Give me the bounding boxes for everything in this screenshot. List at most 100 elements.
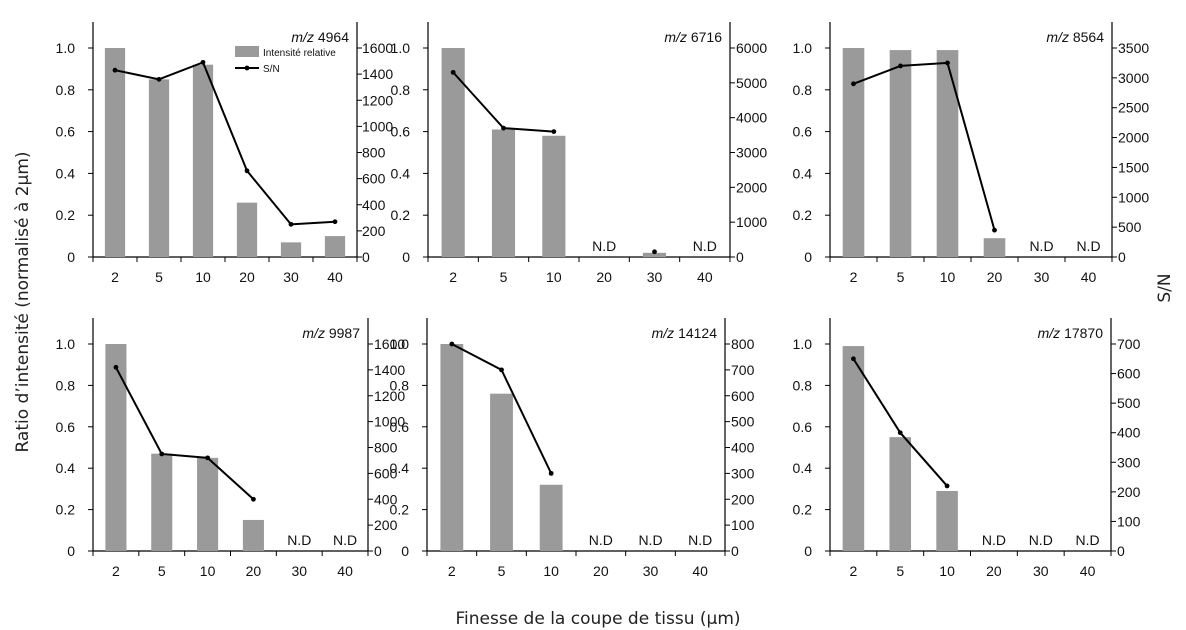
y-tick-label-right: 1000 [736,214,767,230]
y-tick-label-left: 0.2 [56,207,76,223]
sn-point [449,341,455,347]
x-tick-label: 2 [449,269,457,285]
sn-point [205,455,210,461]
x-tick-label: 30 [283,269,299,285]
not-detected-label: N.D [1076,532,1100,548]
y-tick-label-left: 1.0 [793,40,813,56]
x-tick-label: 10 [940,269,956,285]
y-tick-label-right: 2500 [1118,100,1149,116]
y-tick-label-left: 0.8 [390,377,410,393]
panels: 00.20.40.60.81.0020040060080010001200140… [56,22,1149,579]
y-tick-label-left: 1.0 [56,336,76,352]
bar [192,64,214,257]
sn-point [499,367,504,373]
bar [105,344,127,551]
x-tick-label: 30 [1033,563,1049,579]
not-detected-label: N.D [1076,238,1100,254]
sn-point [501,125,506,131]
y-tick-label-left: 0.6 [391,124,411,140]
x-tick-label: 20 [593,563,609,579]
bar [642,252,667,257]
y-axis-label-left: Ratio d’intensité (normalisé à 2µm) [13,151,33,452]
y-tick-label-right: 100 [1117,513,1141,529]
x-tick-label: 40 [337,563,353,579]
chart-panel: 0 0.2 0.4 0.6 0.8 1.0 0 1000 2000 3000 4000 5000 600… [391,22,767,285]
sn-point [332,219,338,225]
sn-point [898,63,903,69]
x-tick-label: 5 [155,269,163,285]
x-tick-label: 20 [596,269,612,285]
y-tick-label-left: 0.2 [56,502,76,518]
bar [104,48,126,257]
y-tick-label-right: 700 [731,362,755,378]
x-tick-label: 10 [543,563,559,579]
legend-line-marker [244,65,250,71]
y-tick-label-left: 0.4 [793,165,813,181]
y-tick-label-right: 500 [731,414,755,430]
sn-point [200,59,206,65]
sn-point [897,430,903,436]
y-tick-label-right: 1200 [362,92,393,108]
y-tick-label-right: 200 [374,517,398,533]
y-tick-label-right: 0 [1117,543,1125,559]
bar [151,453,173,551]
y-tick-label-right: 3000 [1118,70,1149,86]
bar [983,238,1006,257]
bar [242,519,264,551]
y-tick-label-right: 400 [362,197,386,213]
bar [936,50,959,258]
y-tick-label-left: 0.6 [390,419,410,435]
y-tick-label-right: 1600 [362,40,393,56]
chart-panel: 0 0.2 0.4 0.6 0.8 1.0 0 100 200 300 400 500 600 700 80… [390,318,755,579]
y-tick-label-left: 0 [67,543,75,559]
bar [490,393,513,551]
y-tick-label-left: 0 [804,543,812,559]
x-tick-label: 10 [195,269,211,285]
sn-point [112,67,118,73]
y-tick-label-right: 700 [1117,336,1141,352]
not-detected-label: N.D [693,238,717,254]
y-tick-label-right: 5000 [736,75,767,91]
x-tick-label: 30 [1034,269,1050,285]
y-tick-label-right: 200 [1117,484,1141,500]
x-tick-label: 40 [692,563,708,579]
y-tick-label-left: 0.8 [56,82,76,98]
y-tick-label-left: 0.8 [793,82,813,98]
x-tick-label: 5 [158,563,166,579]
y-tick-label-left: 0.6 [56,419,76,435]
y-tick-label-right: 3000 [736,145,767,161]
y-tick-label-left: 0.2 [793,207,813,223]
bar [324,236,346,257]
bar [542,135,566,257]
y-tick-label-right: 1000 [362,118,393,134]
y-tick-label-left: 0.8 [56,377,76,393]
y-tick-label-left: 1.0 [390,336,410,352]
y-tick-label-left: 0.4 [390,460,410,476]
chart-panel: 0 0.2 0.4 0.6 0.8 1.0 0 200 400 600 800 1000 1200 140… [56,318,405,579]
y-tick-label-left: 0.2 [793,502,813,518]
y-tick-label-right: 600 [362,171,386,187]
sn-point [113,364,119,370]
not-detected-label: N.D [333,532,357,548]
x-tick-label: 30 [647,269,663,285]
y-tick-label-right: 0 [374,543,382,559]
x-tick-label: 30 [643,563,659,579]
chart-panel: 0 0.2 0.4 0.6 0.8 1.0 0 100 200 300 400 500 600 700 2 5… [793,318,1141,579]
x-tick-label: 5 [498,563,506,579]
x-tick-label: 2 [850,563,858,579]
x-tick-label: 2 [448,563,456,579]
sn-point [251,496,256,502]
y-tick-label-left: 0.4 [793,460,813,476]
y-tick-label-left: 0 [402,249,410,265]
y-tick-label-right: 500 [1117,395,1141,411]
bar [842,346,865,551]
x-tick-label: 10 [939,563,955,579]
y-tick-label-right: 1400 [374,362,405,378]
bar [197,457,219,551]
sn-point [244,168,250,174]
y-tick-label-left: 0.4 [391,165,411,181]
panel-title: m/z 14124 [652,325,718,341]
bar [236,202,258,257]
not-detected-label: N.D [638,532,662,548]
